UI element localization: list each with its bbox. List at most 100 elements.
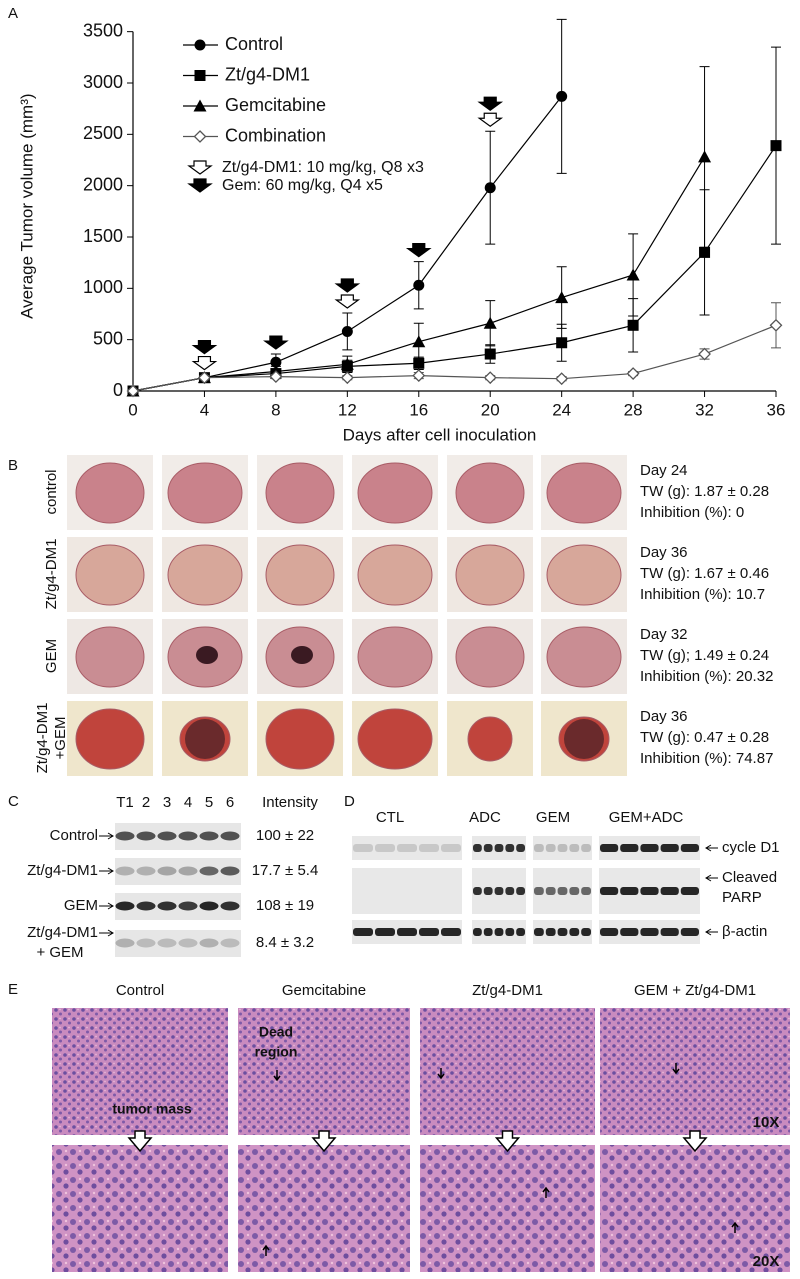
blot-band bbox=[640, 887, 659, 895]
data-point bbox=[555, 291, 569, 304]
tumor-stats: Day 24 bbox=[640, 462, 688, 479]
histology-20x bbox=[238, 1145, 410, 1272]
tumor-stats: Inhibition (%): 74.87 bbox=[640, 750, 773, 767]
data-point bbox=[769, 318, 783, 332]
tumor bbox=[167, 544, 243, 606]
row-label: Cleaved bbox=[722, 869, 777, 886]
blot-band bbox=[516, 887, 525, 895]
tumor bbox=[455, 544, 525, 606]
data-point bbox=[341, 325, 353, 337]
open-arrow bbox=[187, 160, 213, 175]
blot-band bbox=[545, 887, 556, 895]
panel-label: B bbox=[8, 457, 18, 474]
blot-band bbox=[569, 887, 580, 895]
data-point bbox=[626, 367, 640, 380]
blot-band bbox=[353, 928, 373, 936]
open-arrow bbox=[311, 1130, 337, 1153]
tumor-stats: TW (g): 1.87 ± 0.28 bbox=[640, 483, 769, 500]
blot-band bbox=[441, 928, 461, 936]
tumor bbox=[75, 708, 145, 770]
blot-band bbox=[483, 887, 493, 895]
filled-arrow bbox=[187, 178, 213, 193]
tumor-stats: Inhibition (%): 0 bbox=[640, 504, 744, 521]
open-arrow bbox=[477, 112, 504, 127]
necrosis bbox=[196, 646, 218, 664]
blot-band bbox=[557, 844, 568, 852]
legend-label: Zt/g4-DM1 bbox=[225, 64, 310, 84]
blot bbox=[115, 858, 241, 885]
pointer bbox=[705, 874, 718, 882]
blot-band bbox=[569, 844, 580, 852]
blot-band bbox=[516, 928, 525, 936]
data-point bbox=[126, 384, 140, 398]
y-tick-label: 500 bbox=[93, 328, 123, 348]
lane-label: 2 bbox=[142, 794, 150, 811]
blot-band bbox=[534, 844, 544, 852]
blot-band bbox=[157, 938, 177, 948]
blot-band bbox=[494, 928, 504, 936]
tumor-stats: TW (g): 1.67 ± 0.46 bbox=[640, 565, 769, 582]
pointer bbox=[262, 1244, 270, 1256]
data-point bbox=[193, 130, 207, 143]
tumor bbox=[75, 626, 145, 688]
annotation: tumor mass bbox=[112, 1101, 192, 1117]
blot-band bbox=[397, 928, 417, 936]
row-label: + GEM bbox=[36, 944, 83, 961]
tumor-stats: TW (g): 0.47 ± 0.28 bbox=[640, 729, 769, 746]
open-arrow bbox=[334, 294, 361, 309]
blot bbox=[352, 836, 462, 860]
data-point bbox=[626, 268, 640, 281]
blot-band bbox=[557, 928, 568, 936]
blot-band bbox=[660, 844, 679, 852]
series-line bbox=[132, 324, 777, 392]
blot-band bbox=[115, 866, 135, 876]
blot-band bbox=[115, 831, 135, 841]
lane-label: 5 bbox=[205, 794, 213, 811]
blot-band bbox=[569, 928, 580, 936]
histology-20x bbox=[52, 1145, 228, 1272]
row-label: Zt/g4-DM1 bbox=[34, 703, 51, 774]
x-tick-label: 28 bbox=[624, 400, 643, 419]
histology-10x bbox=[238, 1008, 410, 1135]
group-label: ADC bbox=[469, 809, 501, 826]
tumor-stats: Day 36 bbox=[640, 544, 688, 561]
tumor bbox=[167, 462, 243, 524]
blot-band bbox=[581, 887, 591, 895]
x-tick-label: 20 bbox=[481, 400, 500, 419]
pointer bbox=[99, 929, 114, 937]
panel-label: E bbox=[8, 981, 18, 998]
blot-band bbox=[600, 844, 619, 852]
open-arrow bbox=[127, 1130, 153, 1153]
blot-band bbox=[157, 866, 177, 876]
legend-label: Gemcitabine bbox=[225, 95, 326, 115]
data-point bbox=[412, 335, 426, 348]
blot-band bbox=[516, 844, 525, 852]
blot-band bbox=[220, 831, 240, 841]
tumor bbox=[265, 544, 335, 606]
blot-band bbox=[178, 901, 198, 911]
row-label: Zt/g4-DM1 bbox=[27, 862, 98, 879]
x-tick-label: 32 bbox=[695, 400, 714, 419]
blot-band bbox=[483, 928, 493, 936]
blot-band bbox=[473, 887, 482, 895]
y-tick-label: 1000 bbox=[83, 277, 123, 297]
data-point bbox=[193, 99, 207, 112]
filled-arrow bbox=[263, 335, 289, 350]
blot-band bbox=[483, 844, 493, 852]
tumor bbox=[546, 544, 622, 606]
dark-tumor bbox=[185, 719, 225, 759]
blot-band bbox=[581, 928, 591, 936]
data-point bbox=[770, 140, 782, 152]
magnification: 20X bbox=[753, 1253, 780, 1270]
row-label: GEM bbox=[43, 639, 60, 673]
row-label: β-actin bbox=[722, 923, 767, 940]
blot-band bbox=[505, 887, 515, 895]
data-point bbox=[413, 279, 425, 291]
tumor bbox=[546, 626, 622, 688]
x-tick-label: 12 bbox=[338, 400, 357, 419]
open-arrow bbox=[191, 355, 218, 371]
blot-band bbox=[178, 938, 198, 948]
y-tick-label: 1500 bbox=[83, 226, 123, 246]
tumor-stats: Day 36 bbox=[640, 708, 688, 725]
